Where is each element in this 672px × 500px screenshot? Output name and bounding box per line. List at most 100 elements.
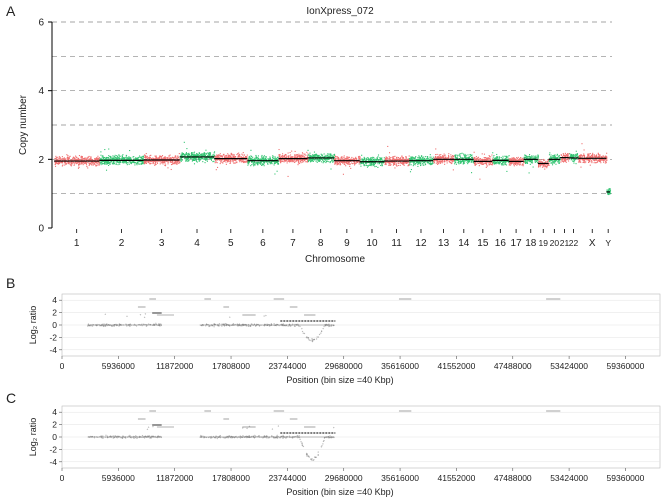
chart-a-point: [78, 161, 80, 163]
chart-a-point: [541, 161, 543, 163]
chart-a-point: [412, 165, 414, 167]
chart-a-point: [370, 157, 372, 159]
chart-a-point: [187, 153, 190, 155]
chart-a-point: [245, 161, 247, 163]
chart-a-point: [467, 154, 469, 156]
chart-a-point: [137, 161, 139, 163]
chart-a-point: [399, 158, 402, 160]
chart-a-point: [297, 159, 299, 161]
chart-a-point: [453, 155, 455, 157]
chart-a-point: [454, 154, 456, 156]
chart-a-point: [170, 168, 172, 171]
chart-a-point: [61, 158, 63, 160]
chart-a-point: [417, 160, 419, 162]
chart-a-point: [160, 160, 162, 162]
chart-a-point: [570, 159, 572, 161]
chart-a-point: [466, 156, 468, 159]
chart-a-point: [459, 153, 461, 155]
chart-a-point: [104, 156, 106, 159]
chart-a-point: [442, 155, 444, 157]
chart-a-point: [301, 161, 303, 163]
chart-a-point: [302, 159, 305, 161]
chart-a-point: [277, 156, 279, 158]
chart-a-point: [380, 158, 382, 160]
chart-a-point: [558, 162, 560, 164]
chart-a-point: [149, 162, 152, 165]
chart-a-point: [472, 160, 474, 162]
chart-a-point: [289, 161, 291, 163]
chart-a-point: [263, 162, 265, 164]
chart-a-point: [558, 154, 560, 157]
chart-a-point: [499, 159, 501, 161]
chart-a-point: [113, 162, 115, 164]
chart-a-point: [599, 155, 601, 157]
chart-a-point: [154, 160, 156, 163]
chart-a-point: [508, 159, 510, 161]
chart-a-point: [393, 163, 395, 165]
chart-a-point: [541, 166, 544, 168]
chart-a-point: [187, 158, 189, 160]
chart-a-point: [593, 156, 595, 158]
chart-a-point: [495, 158, 497, 160]
chart-a-point: [247, 164, 249, 166]
chart-a-point: [291, 161, 293, 163]
chart-a-point: [423, 164, 425, 166]
chart-a-point: [163, 161, 165, 163]
chart-a-point: [407, 165, 409, 167]
chart-a-point: [267, 163, 269, 165]
chart-a-point: [95, 162, 97, 164]
chart-a-point: [289, 160, 292, 162]
chart-a-point: [59, 156, 61, 158]
chart-a-point: [525, 157, 527, 159]
chart-a-point: [435, 160, 437, 162]
chart-a-point: [225, 159, 227, 162]
chart-a-point: [394, 167, 396, 169]
chart-a-point: [304, 156, 306, 158]
chart-a-point: [177, 160, 179, 163]
chart-a-point: [407, 161, 409, 163]
chart-a-point: [71, 162, 73, 164]
chart-a-point: [105, 162, 107, 164]
chart-a-point: [367, 159, 370, 161]
chart-a-point: [282, 156, 284, 158]
chart-a-point: [115, 163, 117, 165]
chart-a-point: [67, 154, 69, 157]
chart-a-point: [486, 164, 488, 166]
chart-a-point: [286, 160, 288, 162]
chart-a-point: [299, 154, 301, 156]
chart-a-point: [91, 164, 93, 166]
chart-a-point: [409, 162, 411, 164]
chart-a-point: [531, 162, 534, 164]
chart-a-point: [294, 150, 296, 152]
chart-a-point: [428, 158, 430, 160]
chart-a-point: [274, 173, 276, 175]
chart-a-point: [412, 157, 414, 159]
chart-a-point: [599, 159, 601, 161]
chart-a-point: [130, 158, 132, 160]
chart-a-point: [63, 158, 65, 160]
chart-a-point: [259, 158, 261, 160]
chart-a-point: [359, 159, 361, 161]
chart-a-point: [606, 152, 608, 154]
chart-a-point: [138, 163, 140, 165]
chart-a-point: [535, 161, 537, 163]
chart-a-point: [221, 155, 223, 158]
chart-a-point: [135, 157, 137, 159]
chart-a-point: [204, 154, 206, 156]
chart-a-point: [310, 155, 312, 157]
chart-a-point: [518, 160, 520, 162]
chart-a-point: [217, 154, 219, 156]
chart-a-point: [121, 158, 123, 160]
chart-a-point: [433, 157, 435, 159]
chart-a-point: [221, 156, 223, 158]
chart-a-point: [261, 163, 263, 165]
chart-a-point: [594, 159, 596, 162]
chart-a-point: [342, 156, 344, 158]
chart-a-point: [564, 155, 566, 157]
chart-a-point: [222, 155, 224, 157]
chart-a-point: [74, 158, 76, 160]
chart-a-point: [198, 160, 200, 162]
chart-a-point: [493, 160, 495, 163]
chart-a-point: [396, 158, 398, 160]
chart-a-point: [246, 154, 248, 156]
